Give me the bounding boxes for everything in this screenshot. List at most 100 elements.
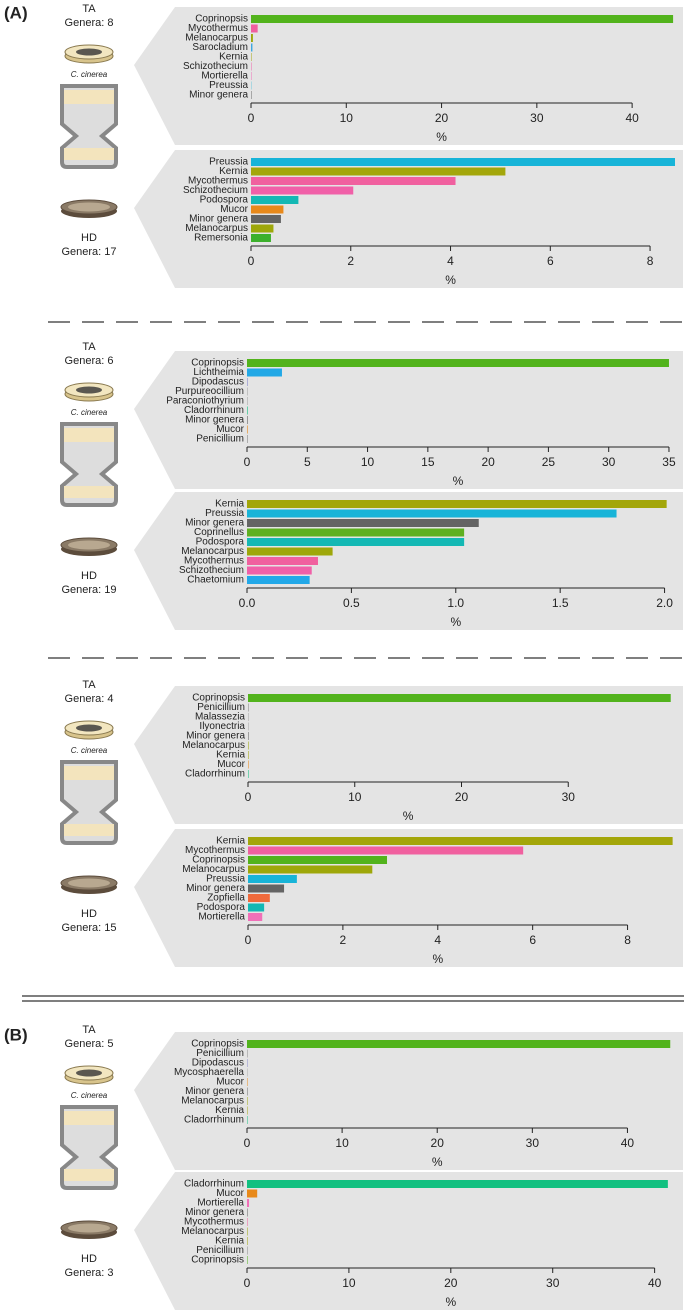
x-tick-label: 2 xyxy=(340,933,347,947)
category-label: Preussia xyxy=(209,157,248,168)
hd-label: HD xyxy=(81,232,97,244)
bar xyxy=(248,837,673,845)
category-label: Malassezia xyxy=(195,712,245,723)
bar xyxy=(247,406,248,415)
substrate xyxy=(64,90,114,104)
bar xyxy=(247,416,248,424)
category-label: Schizothecium xyxy=(179,565,244,576)
x-tick-label: 5 xyxy=(304,455,311,469)
bar xyxy=(251,215,281,223)
category-label: Podospora xyxy=(200,195,249,206)
bar xyxy=(247,1227,248,1236)
hd-label: HD xyxy=(81,570,97,582)
bar xyxy=(248,722,249,731)
category-label: Minor genera xyxy=(189,90,248,101)
panel-label: (B) xyxy=(4,1025,28,1044)
bar xyxy=(247,500,667,508)
x-tick-label: 4 xyxy=(447,254,454,268)
ta-genera: Genera: 4 xyxy=(65,693,114,705)
category-label: Cladorrhinum xyxy=(185,769,245,780)
category-label: Cladorrhinum xyxy=(184,405,244,416)
bar xyxy=(248,694,671,702)
bar xyxy=(251,34,253,42)
x-axis-label: % xyxy=(432,1155,443,1169)
category-label: Remersonia xyxy=(194,233,248,244)
category-label: Preussia xyxy=(209,80,248,91)
mycelium xyxy=(76,48,102,56)
species: C. cinerea xyxy=(71,1091,108,1100)
category-label: Coprinopsis xyxy=(191,358,244,369)
hd-substrate xyxy=(68,1223,110,1233)
bar xyxy=(247,1237,248,1245)
x-tick-label: 20 xyxy=(435,111,449,125)
mycelium xyxy=(76,724,102,732)
bar xyxy=(247,387,248,396)
category-label: Purpureocillium xyxy=(175,386,244,397)
category-label: Paraconiothyrium xyxy=(166,396,244,407)
tube xyxy=(60,1105,118,1190)
tube xyxy=(60,422,118,507)
bar xyxy=(251,234,271,242)
category-label: Podospora xyxy=(196,537,245,548)
hd-label: HD xyxy=(81,1253,97,1265)
bar xyxy=(247,519,479,527)
bar xyxy=(248,732,249,740)
ta-label: TA xyxy=(82,3,96,15)
category-label: Cladorrhinum xyxy=(184,1115,244,1126)
species: C. cinerea xyxy=(71,746,108,755)
bar xyxy=(247,378,248,386)
category-label: Kernia xyxy=(215,499,244,510)
category-label: Melanocarpus xyxy=(181,1096,244,1107)
bar xyxy=(247,359,669,367)
bar xyxy=(248,875,297,883)
bar xyxy=(248,894,270,902)
x-tick-label: 30 xyxy=(562,790,576,804)
hd-genera: Genera: 3 xyxy=(65,1267,114,1279)
category-label: Mycothermus xyxy=(184,1217,244,1228)
species: C. cinerea xyxy=(71,70,108,79)
category-label: Minor genera xyxy=(186,731,245,742)
category-label: Mucor xyxy=(217,759,245,770)
category-label: Penicillium xyxy=(196,434,244,445)
category-label: Podospora xyxy=(197,902,246,913)
ta-genera: Genera: 6 xyxy=(65,355,114,367)
x-tick-label: 15 xyxy=(421,455,435,469)
category-label: Kernia xyxy=(219,52,248,63)
category-label: Sarocladium xyxy=(192,42,248,53)
bar xyxy=(248,856,388,864)
hd-substrate xyxy=(68,540,110,550)
category-label: Chaetomium xyxy=(187,575,244,586)
substrate xyxy=(64,428,114,442)
category-label: Mucor xyxy=(220,204,248,215)
x-tick-label: 10 xyxy=(340,111,354,125)
species: C. cinerea xyxy=(71,408,108,417)
bar xyxy=(251,177,456,185)
x-axis-label: % xyxy=(432,952,443,966)
x-tick-label: 40 xyxy=(625,111,639,125)
x-tick-label: 30 xyxy=(526,1136,540,1150)
x-tick-label: 8 xyxy=(647,254,654,268)
chart-panel xyxy=(134,686,683,824)
chart-panel xyxy=(134,1032,683,1170)
x-tick-label: 25 xyxy=(542,455,556,469)
ta-genera: Genera: 8 xyxy=(65,17,114,29)
bar xyxy=(248,865,373,874)
x-tick-label: 0 xyxy=(245,790,252,804)
category-label: Minor genera xyxy=(185,518,244,529)
x-tick-label: 4 xyxy=(434,933,441,947)
substrate xyxy=(64,824,114,836)
x-tick-label: 20 xyxy=(431,1136,445,1150)
x-tick-label: 0.5 xyxy=(343,596,360,610)
x-axis-label: % xyxy=(450,615,461,629)
x-tick-label: 10 xyxy=(361,455,375,469)
category-label: Kernia xyxy=(215,1105,244,1116)
x-tick-label: 0.0 xyxy=(239,596,256,610)
x-tick-label: 40 xyxy=(621,1136,635,1150)
x-tick-label: 0 xyxy=(244,1276,251,1290)
category-label: Kernia xyxy=(216,836,245,847)
x-tick-label: 35 xyxy=(662,455,676,469)
mycelium xyxy=(76,386,102,394)
mycelium xyxy=(76,1069,102,1077)
bar xyxy=(251,24,258,33)
bar xyxy=(251,196,299,204)
